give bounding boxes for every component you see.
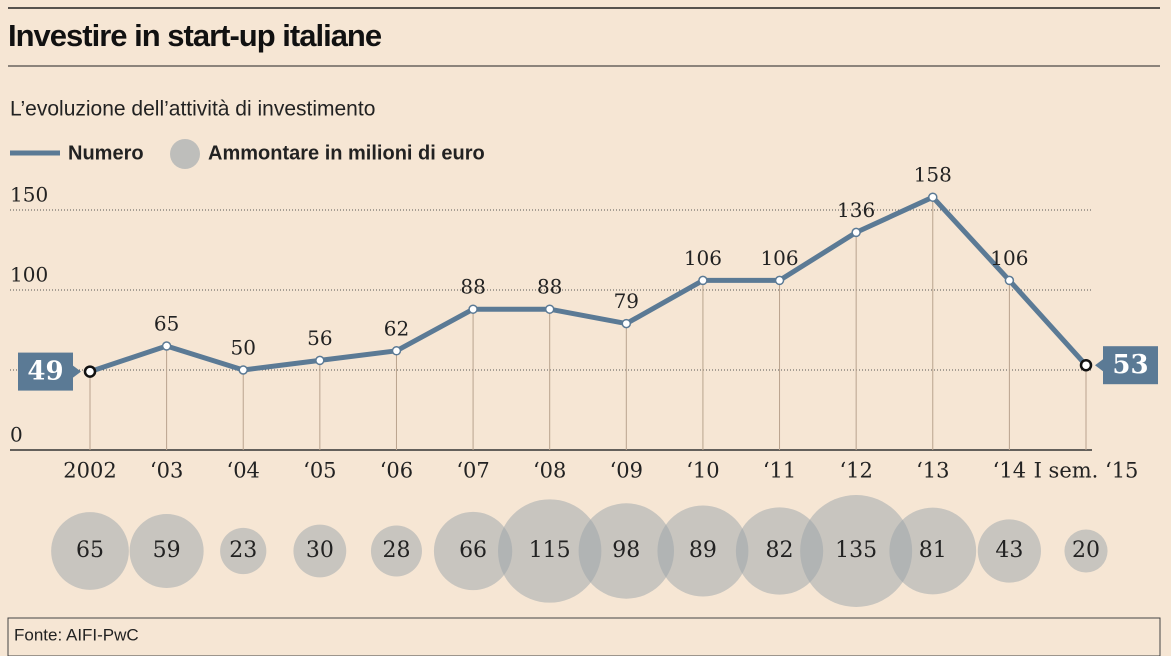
x-tick-label: ‘03 xyxy=(150,459,183,483)
bubble-label: 43 xyxy=(995,538,1023,563)
value-label: 88 xyxy=(460,275,485,299)
point xyxy=(161,341,172,351)
value-label: 53 xyxy=(1112,350,1148,380)
point xyxy=(851,227,861,238)
bubble xyxy=(578,503,675,599)
line-series xyxy=(89,194,1088,374)
bubble xyxy=(498,499,602,603)
bubble-label: 30 xyxy=(306,538,334,563)
bubble xyxy=(370,525,422,577)
source: Fonte: AIFI-PwC xyxy=(14,625,139,644)
bubble xyxy=(129,513,204,589)
bubble xyxy=(735,507,824,595)
x-tick-label: I sem. ‘15 xyxy=(1034,459,1139,483)
bubble xyxy=(1064,529,1108,573)
bubble-label: 66 xyxy=(459,538,487,563)
point xyxy=(315,355,325,366)
bubble-label: 81 xyxy=(919,538,947,563)
x-tick-label: ‘04 xyxy=(227,459,260,483)
bubble xyxy=(977,519,1041,583)
value-label: 62 xyxy=(384,316,409,340)
value-label: 158 xyxy=(914,163,952,187)
chart-title: Investire in start-up italiane xyxy=(8,18,382,53)
bubble-label: 20 xyxy=(1072,538,1100,563)
x-tick-label: ‘07 xyxy=(456,459,489,483)
value-label: 136 xyxy=(837,198,875,222)
bubble xyxy=(889,507,977,595)
legend-bubble xyxy=(170,139,200,169)
bubble-label: 98 xyxy=(612,538,640,563)
value-label: 65 xyxy=(154,312,179,336)
bubble-label: 115 xyxy=(529,538,571,563)
label-box xyxy=(18,352,73,391)
x-tick-label: ‘05 xyxy=(303,459,336,483)
source-box xyxy=(7,617,1161,656)
bubble-label: 65 xyxy=(76,538,104,563)
x-tick-label: ‘11 xyxy=(763,459,796,483)
subtitle: L’evoluzione dell’attività di investimen… xyxy=(10,98,375,121)
point xyxy=(928,192,938,202)
value-label: 56 xyxy=(307,326,332,350)
label-pointer xyxy=(73,365,81,378)
value-label: 49 xyxy=(27,357,63,387)
bubble xyxy=(220,527,267,575)
label-box xyxy=(1103,346,1158,385)
y-tick-label: 150 xyxy=(10,183,48,207)
value-label: 106 xyxy=(684,246,722,270)
point xyxy=(391,346,402,356)
x-tick-label: ‘08 xyxy=(533,459,566,483)
point xyxy=(238,365,248,375)
bubble xyxy=(51,512,129,590)
bubble-label: 59 xyxy=(153,538,181,563)
x-tick-label: ‘06 xyxy=(380,459,413,483)
point xyxy=(774,275,785,286)
bubble xyxy=(433,511,513,591)
legend-label: Ammontare in milioni di euro xyxy=(208,142,485,164)
bubble-label: 28 xyxy=(382,538,410,563)
x-tick-label: ‘09 xyxy=(610,459,643,483)
point xyxy=(1004,275,1015,286)
point xyxy=(468,304,478,314)
y-tick-label: 0 xyxy=(10,423,23,447)
value-label: 50 xyxy=(231,336,256,360)
x-tick-label: ‘13 xyxy=(916,459,949,483)
point xyxy=(1079,358,1093,372)
bubble xyxy=(293,524,347,578)
label-pointer xyxy=(1095,359,1103,372)
bubble-label: 135 xyxy=(835,538,877,563)
value-label: 79 xyxy=(614,289,639,313)
y-tick-label: 100 xyxy=(10,263,48,287)
x-tick-label: 2002 xyxy=(63,459,116,483)
point xyxy=(544,304,555,314)
point xyxy=(621,318,632,329)
bubble-label: 82 xyxy=(766,538,794,563)
bubble-label: 89 xyxy=(689,538,717,563)
bubble-label: 23 xyxy=(229,538,257,563)
value-label: 106 xyxy=(760,246,798,270)
x-tick-label: ‘14 xyxy=(993,459,1026,483)
bubble xyxy=(657,505,749,597)
bubble xyxy=(800,495,913,607)
legend-label: Numero xyxy=(68,142,144,164)
x-tick-label: ‘10 xyxy=(686,459,719,483)
value-label: 88 xyxy=(537,275,562,299)
x-tick-label: ‘12 xyxy=(839,459,872,483)
point xyxy=(698,275,708,286)
point xyxy=(83,365,97,378)
value-label: 106 xyxy=(990,246,1028,270)
